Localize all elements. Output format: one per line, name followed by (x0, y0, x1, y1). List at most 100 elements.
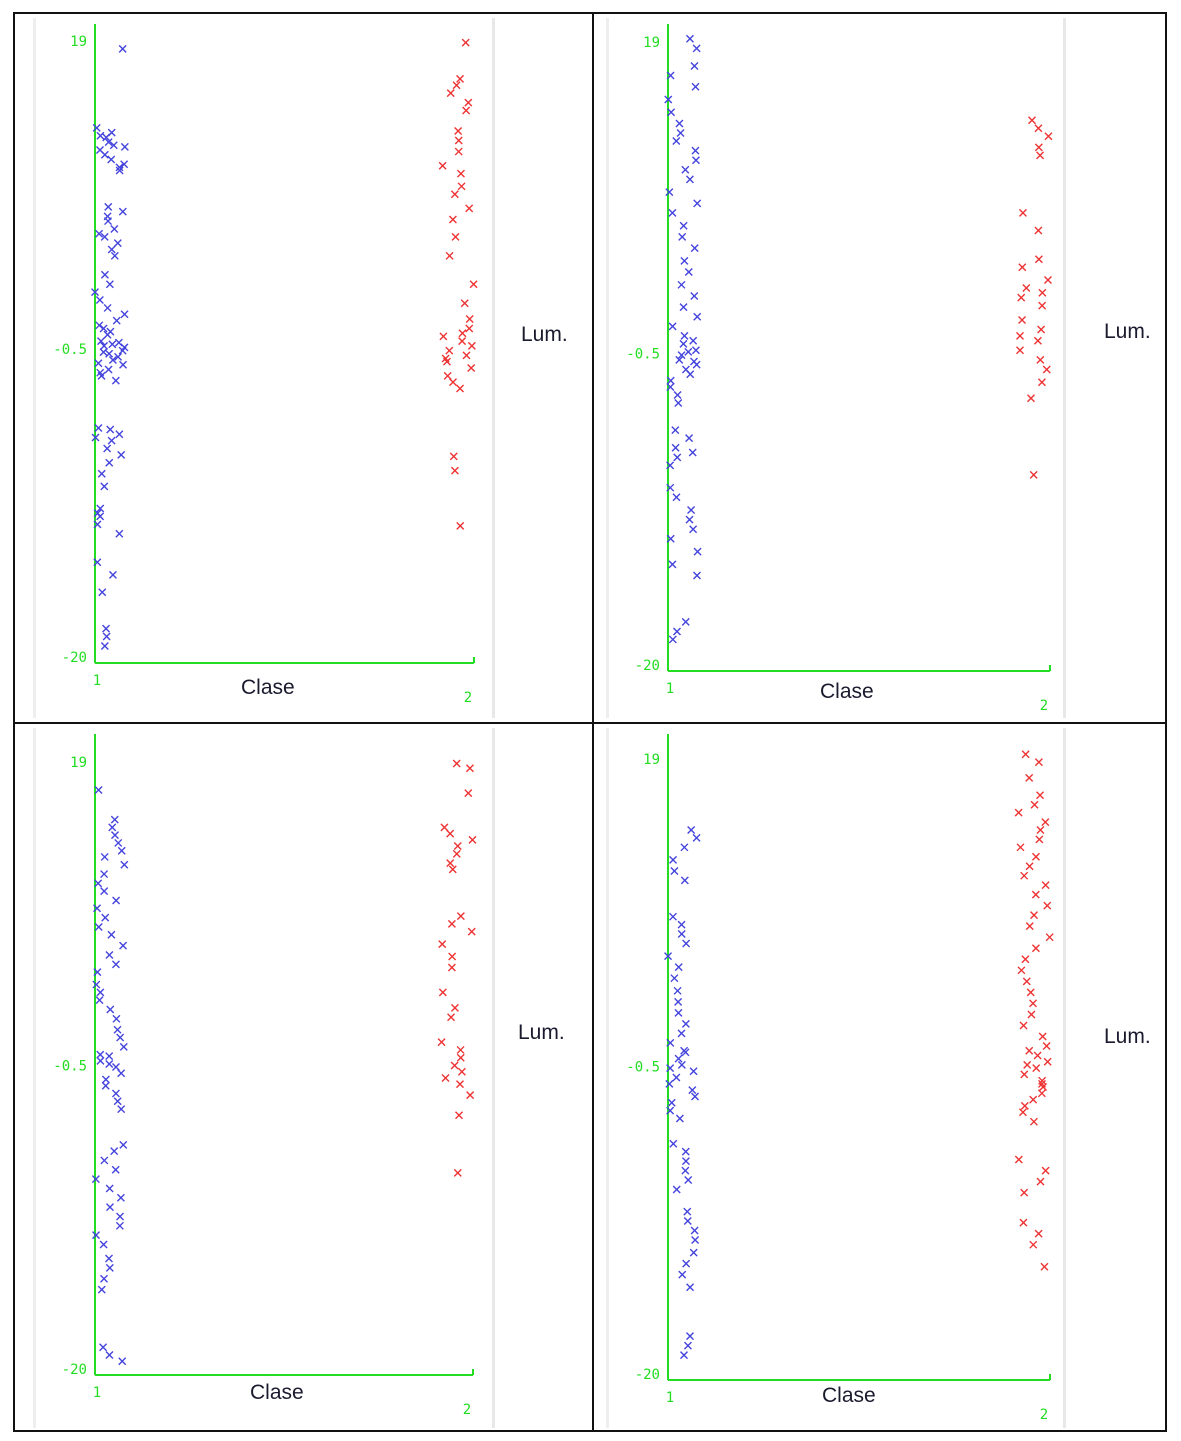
chart-grid-frame (13, 12, 1167, 1432)
data-point (675, 1114, 684, 1123)
data-point (668, 322, 677, 331)
data-point (693, 199, 702, 208)
data-point (105, 1184, 114, 1193)
data-point (101, 913, 110, 922)
data-point (105, 1052, 114, 1061)
data-point (100, 341, 109, 350)
data-point (441, 354, 450, 363)
data-point (441, 1073, 450, 1082)
data-point (100, 1156, 109, 1165)
data-point (689, 1248, 698, 1257)
data-point (1036, 355, 1045, 364)
data-point (438, 940, 447, 949)
data-point (690, 1226, 699, 1235)
data-point (115, 529, 124, 538)
data-point (102, 624, 111, 633)
data-point (102, 632, 111, 641)
data-point (679, 339, 688, 348)
data-point (111, 960, 120, 969)
data-point (93, 968, 102, 977)
data-point (1031, 890, 1040, 899)
data-point (120, 860, 129, 869)
data-point (684, 1176, 693, 1185)
data-point (98, 588, 107, 597)
data-point (105, 1350, 114, 1359)
data-point (100, 232, 109, 241)
data-point (1038, 301, 1047, 310)
data-point (91, 1175, 100, 1184)
data-point (665, 1079, 674, 1088)
data-point (1031, 852, 1040, 861)
data-point (111, 831, 119, 840)
data-point (1020, 1101, 1029, 1110)
data-point (683, 1341, 692, 1350)
data-point (678, 1270, 687, 1279)
data-point (1036, 151, 1045, 160)
data-point (453, 1168, 462, 1177)
data-point (446, 859, 455, 868)
data-point (100, 887, 109, 896)
data-point (1015, 331, 1024, 340)
data-point (669, 855, 678, 864)
y-tick-label: -0.5 (53, 342, 87, 358)
data-point (96, 131, 105, 140)
data-point (666, 461, 675, 470)
data-point (680, 876, 689, 885)
data-point (105, 1263, 114, 1272)
data-point (105, 458, 114, 467)
data-point (95, 996, 104, 1005)
x-tick-label: 2 (464, 690, 472, 706)
data-point (672, 1073, 681, 1082)
data-point (447, 963, 456, 972)
data-point (451, 232, 460, 241)
data-point (681, 165, 690, 174)
data-point (1019, 1218, 1028, 1227)
data-point (100, 870, 109, 879)
x-axis-label: Clase (241, 676, 295, 699)
data-point (664, 952, 673, 961)
data-point (689, 336, 698, 345)
data-point (112, 316, 121, 325)
data-point (104, 365, 113, 374)
data-point (456, 384, 465, 393)
data-point (455, 1111, 464, 1120)
data-point (91, 288, 100, 297)
data-point (1018, 1108, 1027, 1117)
data-point (666, 1106, 675, 1115)
y-tick-label: -20 (635, 658, 660, 674)
data-point (443, 371, 452, 380)
data-point (114, 838, 123, 847)
data-point (464, 98, 473, 107)
data-point (1028, 116, 1037, 125)
data-point (688, 448, 697, 457)
data-point (105, 280, 114, 289)
data-point (452, 81, 461, 90)
data-point (1038, 1079, 1047, 1088)
y-axis-label: Lum. (1104, 320, 1151, 343)
data-point (673, 627, 681, 636)
data-point (685, 34, 694, 43)
data-point (690, 244, 699, 253)
data-point (667, 108, 676, 117)
x-tick-label: 2 (1040, 1407, 1048, 1423)
data-point (452, 759, 461, 768)
data-point (1025, 862, 1034, 871)
data-point (685, 434, 694, 443)
data-point (461, 38, 470, 47)
data-point (1016, 843, 1025, 852)
data-point (117, 846, 126, 855)
data-point (449, 378, 457, 387)
data-point (111, 376, 120, 385)
data-point (1034, 1229, 1043, 1238)
scatter-panel-bottom-right: 19 -0.5 -20 1 2 Clase Lum. (592, 724, 1168, 1431)
data-point (667, 1098, 676, 1107)
data-point (456, 1053, 465, 1062)
data-point (104, 1254, 113, 1263)
data-point (101, 1075, 110, 1084)
data-point (669, 1139, 678, 1148)
y-tick-label: -0.5 (626, 1060, 660, 1076)
data-point (92, 1231, 101, 1240)
data-point (440, 823, 449, 832)
y-axis-label: Lum. (521, 323, 568, 346)
data-point (465, 204, 474, 213)
